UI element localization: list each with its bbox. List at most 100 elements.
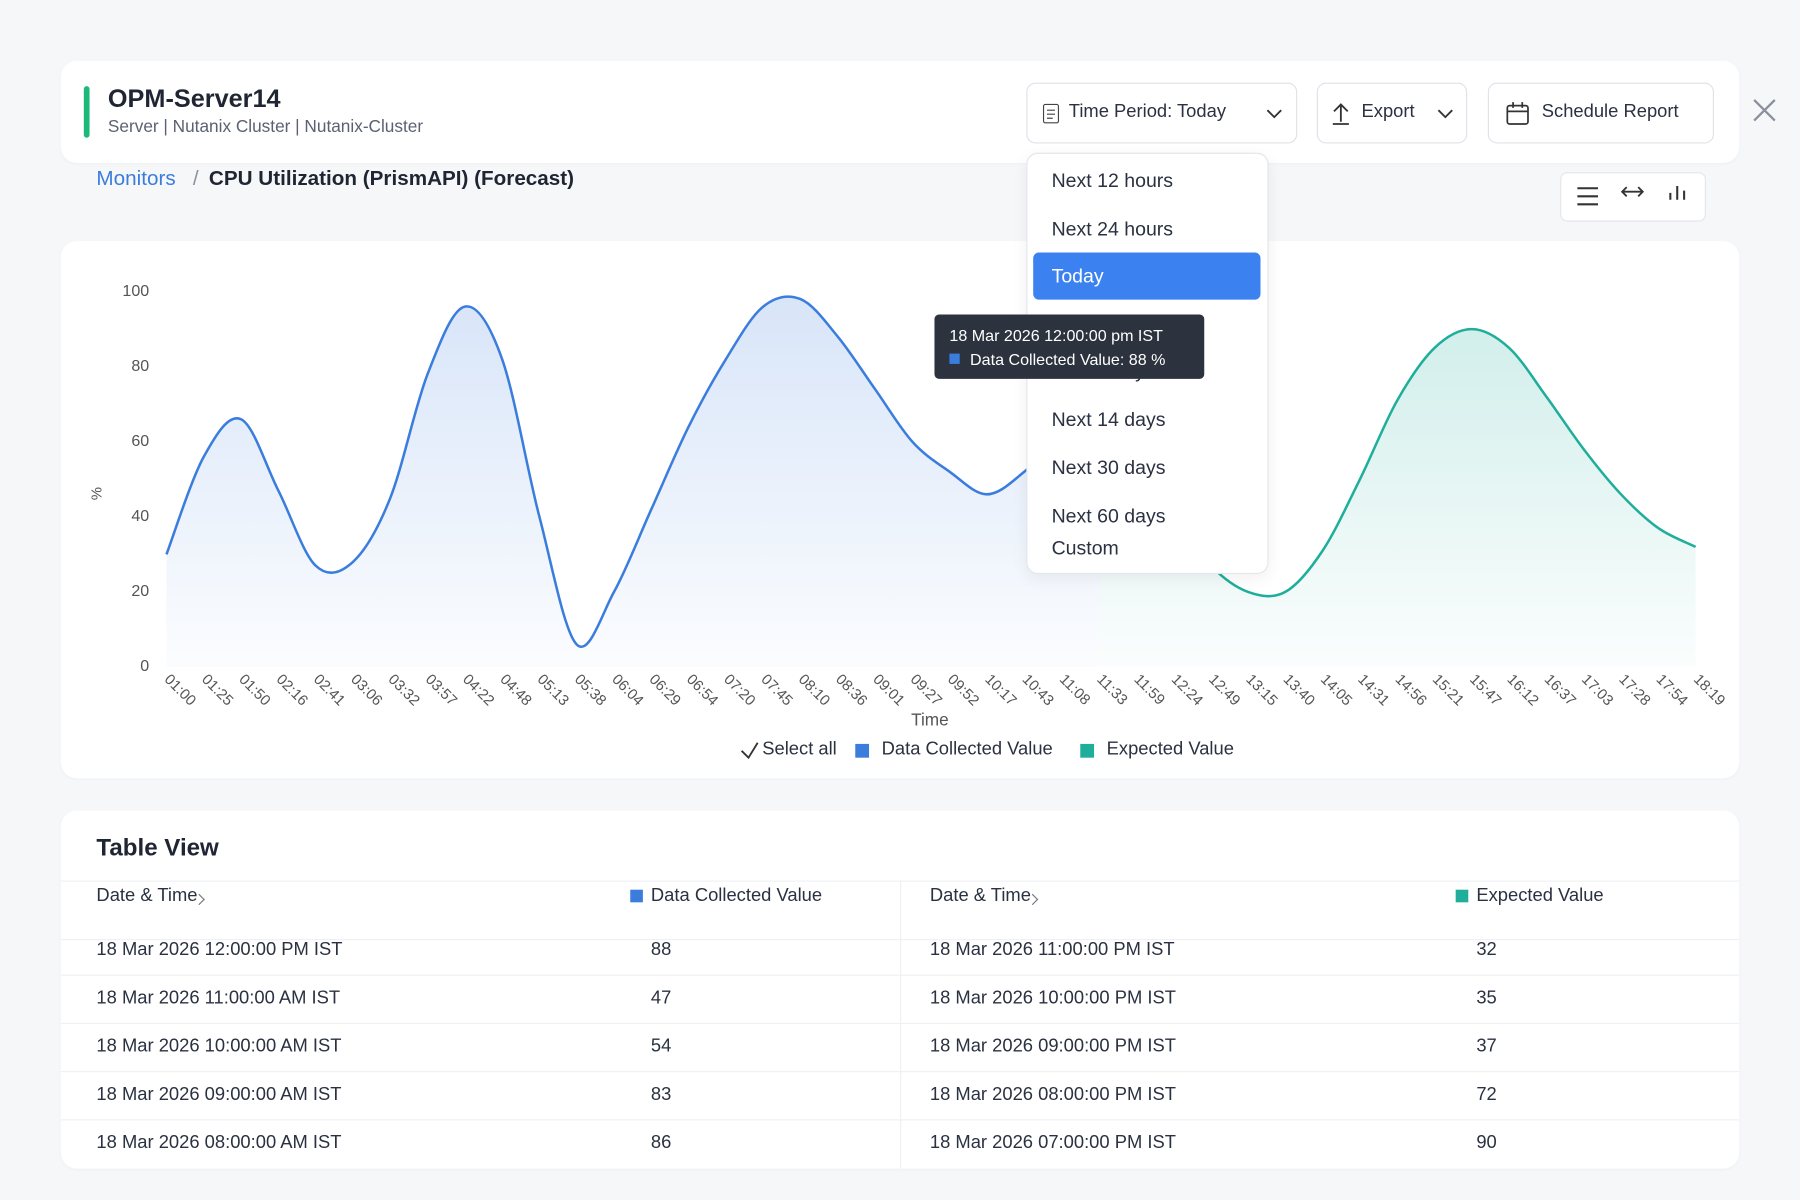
tooltip-value: Data Collected Value: 88 % xyxy=(970,350,1166,369)
y-tick-label: 20 xyxy=(131,582,149,600)
x-tick-label: 12:49 xyxy=(1205,671,1243,709)
schedule-report-button[interactable]: Schedule Report xyxy=(1487,82,1714,144)
dropdown-option[interactable]: Next 60 days xyxy=(1051,505,1166,527)
x-tick-label: 02:16 xyxy=(273,671,311,709)
x-tick-label: 04:22 xyxy=(459,671,497,709)
x-tick-label: 17:03 xyxy=(1578,671,1616,709)
row-divider xyxy=(60,1119,1740,1121)
view-toolbar xyxy=(1560,172,1706,222)
x-tick-label: 07:20 xyxy=(720,671,758,709)
table-cell: 18 Mar 2026 09:00:00 AM IST xyxy=(96,1084,342,1105)
x-tick-label: 01:25 xyxy=(198,671,236,709)
area xyxy=(1098,329,1696,667)
x-tick-label: 15:47 xyxy=(1466,671,1504,709)
chevron xyxy=(1437,109,1453,119)
table-cell: 18 Mar 2026 09:00:00 PM IST xyxy=(929,1036,1176,1057)
x-tick-label: 07:45 xyxy=(758,671,796,709)
close-button[interactable] xyxy=(1752,98,1777,123)
x-tick-label: 05:38 xyxy=(571,671,609,709)
dropdown-option[interactable]: Next 14 days xyxy=(1051,408,1166,431)
table-cell: 18 Mar 2026 08:00:00 AM IST xyxy=(96,1133,342,1153)
table-title: Table View xyxy=(96,834,219,861)
dropdown-option[interactable]: Custom xyxy=(1051,537,1119,560)
monitor-subtitle: Server | Nutanix Cluster | Nutanix-Clust… xyxy=(107,117,424,137)
x-tick-label: 03:32 xyxy=(385,671,423,709)
y-tick-label: 0 xyxy=(140,657,149,675)
dropdown-option[interactable]: Next 12 hours xyxy=(1051,169,1174,192)
table-cell: 18 Mar 2026 12:00:00 PM IST xyxy=(96,940,343,960)
list-icon[interactable] xyxy=(1575,184,1600,209)
breadcrumb-link[interactable]: Monitors xyxy=(96,166,176,190)
chevron xyxy=(1266,109,1282,119)
table-cell: 32 xyxy=(1476,940,1497,960)
x-tick-label: 01:00 xyxy=(161,671,199,709)
select-all[interactable]: Select all xyxy=(762,737,837,758)
legend-label[interactable]: Data Collected Value xyxy=(882,737,1053,758)
bar-icon[interactable] xyxy=(1667,184,1688,202)
dropdown-option[interactable]: Next 30 days xyxy=(1051,456,1166,479)
row-divider xyxy=(60,974,1740,976)
table-cell: 18 Mar 2026 11:00:00 PM IST xyxy=(929,940,1175,960)
row-divider xyxy=(60,1071,1740,1073)
table-cell: 37 xyxy=(1476,1036,1497,1057)
x-tick-label: 09:01 xyxy=(869,671,907,709)
x-tick-label: 02:41 xyxy=(310,671,348,709)
x-tick-label: 13:15 xyxy=(1242,671,1280,709)
x-axis-label: Time xyxy=(911,709,949,729)
export-label: Export xyxy=(1361,102,1415,122)
x-tick-label: 18:19 xyxy=(1690,671,1728,709)
x-tick-label: 06:29 xyxy=(646,671,684,709)
tooltip: 18 Mar 2026 12:00:00 pm IST Data Collect… xyxy=(934,314,1205,379)
dropdown-option[interactable]: Today xyxy=(1033,252,1261,300)
table-cell: 18 Mar 2026 10:00:00 PM IST xyxy=(929,988,1176,1008)
x-tick-label: 10:17 xyxy=(981,671,1019,709)
table-cell: 18 Mar 2026 10:00:00 AM IST xyxy=(96,1036,342,1057)
x-tick-label: 10:43 xyxy=(1019,671,1057,709)
breadcrumb-separator: / xyxy=(192,166,199,190)
legend-label[interactable]: Expected Value xyxy=(1107,737,1234,758)
column-header[interactable]: Date & Time xyxy=(96,886,198,906)
column-header[interactable]: Expected Value xyxy=(1476,886,1604,906)
dropdown-option[interactable]: Next 24 hours xyxy=(1051,218,1174,240)
column-header[interactable]: Data Collected Value xyxy=(650,886,823,906)
x-tick-label: 03:57 xyxy=(422,671,460,709)
breadcrumb-current: CPU Utilization (PrismAPI) (Forecast) xyxy=(208,166,575,190)
time-period-button[interactable]: Time Period: Today xyxy=(1026,82,1298,144)
x-tick-label: 01:50 xyxy=(235,671,273,709)
time-period-label: Time Period: Today xyxy=(1068,102,1227,122)
legend-swatch xyxy=(855,743,870,758)
column-header[interactable]: Date & Time xyxy=(929,886,1031,906)
x-tick-label: 15:21 xyxy=(1429,671,1467,709)
x-tick-label: 08:10 xyxy=(795,671,833,709)
table-cell: 18 Mar 2026 08:00:00 PM IST xyxy=(929,1084,1176,1105)
expand-icon[interactable] xyxy=(1620,183,1644,201)
column-swatch xyxy=(630,889,643,903)
table-cell: 83 xyxy=(650,1084,672,1105)
x-tick-label: 16:12 xyxy=(1504,671,1542,709)
x-tick-label: 17:54 xyxy=(1653,671,1691,709)
table-cell: 54 xyxy=(650,1036,672,1057)
export-button[interactable]: Export xyxy=(1316,82,1468,144)
x-tick-label: 16:37 xyxy=(1541,671,1579,709)
x-tick-label: 06:54 xyxy=(683,671,721,709)
x-tick-label: 08:36 xyxy=(832,671,870,709)
column-swatch xyxy=(1455,889,1469,903)
table-cell: 35 xyxy=(1476,988,1497,1008)
table-cell: 86 xyxy=(650,1133,672,1153)
table-cell: 72 xyxy=(1476,1084,1497,1105)
x-tick-label: 14:05 xyxy=(1317,671,1355,709)
status-bar xyxy=(83,86,90,138)
x-tick-label: 09:27 xyxy=(907,671,945,709)
x-tick-label: 13:40 xyxy=(1280,671,1318,709)
y-tick-label: 100 xyxy=(122,282,149,300)
x-tick-label: 17:28 xyxy=(1615,671,1653,709)
y-tick-label: 80 xyxy=(131,357,149,375)
select-all-check[interactable] xyxy=(740,742,759,760)
calendar-icon xyxy=(1042,103,1060,124)
tooltip-swatch xyxy=(949,353,960,364)
table-cell: 18 Mar 2026 11:00:00 AM IST xyxy=(96,988,341,1008)
schedule-report-label: Schedule Report xyxy=(1541,102,1679,122)
